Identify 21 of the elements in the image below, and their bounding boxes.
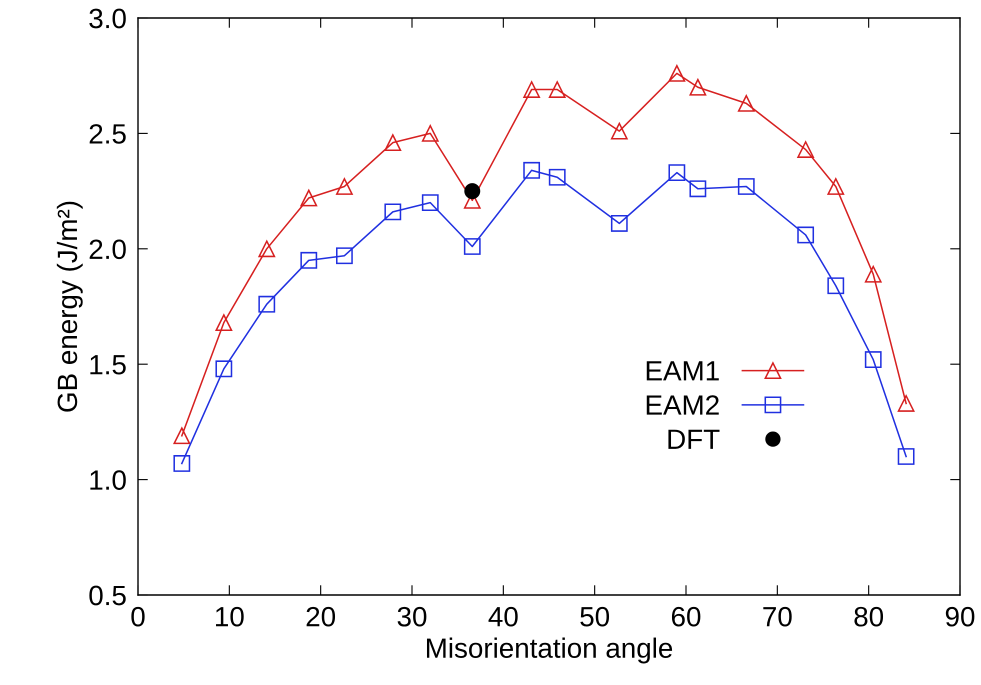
y-tick-label: 2.5: [90, 124, 126, 144]
x-tick-label: 20: [306, 606, 336, 627]
y-tick-label: 0.5: [89, 586, 126, 606]
x-tick-label: 10: [216, 606, 244, 627]
legend-label: EAM1: [646, 361, 719, 380]
y-tick-label: 3.0: [89, 8, 126, 28]
x-tick-label: 30: [398, 606, 426, 627]
x-tick-label: 40: [488, 606, 518, 627]
x-tick-label: 50: [580, 606, 610, 627]
x-tick-label: 0: [131, 606, 145, 627]
y-axis-title: GB energy (J/m²): [56, 202, 83, 412]
y-tick-label: 1.5: [90, 355, 126, 375]
x-tick-label: 70: [763, 606, 792, 627]
x-tick-label: 60: [672, 606, 700, 627]
x-tick-label: 80: [854, 606, 884, 627]
y-tick-label: 1.0: [90, 470, 126, 490]
x-tick-label: 90: [946, 606, 974, 627]
legend-label: EAM2: [646, 395, 719, 415]
legend-label: DFT: [668, 430, 720, 449]
y-tick-label: 2.0: [90, 239, 126, 260]
x-axis-title: Misorientation angle: [426, 638, 672, 664]
